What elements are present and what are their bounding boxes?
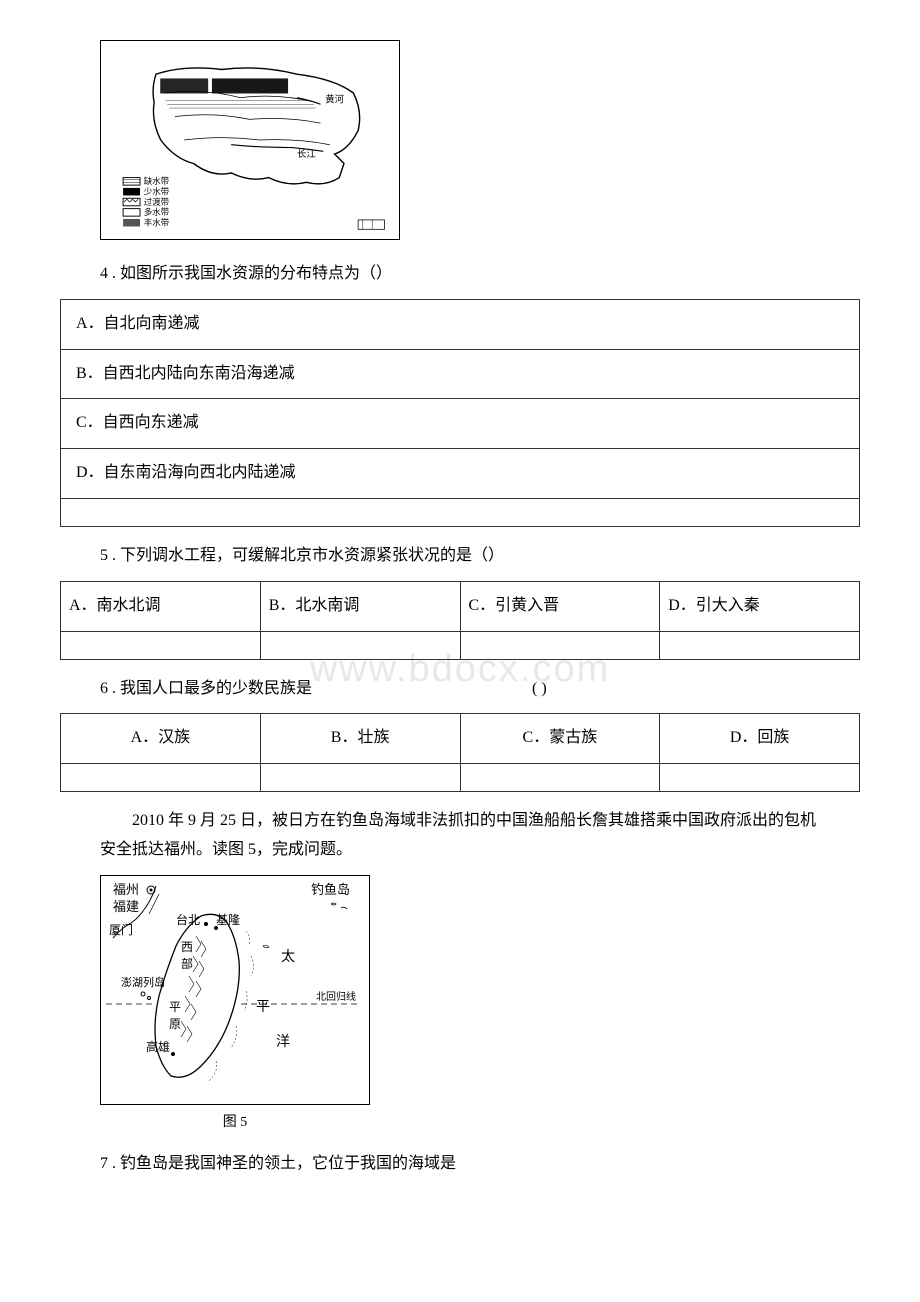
taiwan-map: 福州 福建 厦门 钓鱼岛 台北 基隆 西 部	[100, 875, 370, 1105]
map2-bu: 部	[181, 956, 193, 971]
map2-taibei: 台北	[176, 912, 200, 927]
legend-5: 丰水带	[144, 218, 170, 228]
q4-option-c: C．自西向东递减	[61, 399, 860, 449]
q5-blank-a	[61, 631, 261, 659]
map2-penghu: 澎湖列岛	[121, 975, 165, 989]
map2-caption: 图 5	[100, 1110, 370, 1135]
q5-option-d: D．引大入秦	[660, 581, 860, 631]
q5-option-b: B．北水南调	[260, 581, 460, 631]
question-6-text: 6 . 我国人口最多的少数民族是	[100, 680, 312, 697]
map2-xi: 西	[181, 940, 193, 954]
map2-tai: 太	[281, 949, 295, 965]
map2-fuzhou: 福州	[113, 882, 139, 897]
map2-jilong: 基隆	[216, 912, 240, 927]
map2-beihuiguixian: 北回归线	[316, 990, 356, 1003]
question-4-text: 4 . 如图所示我国水资源的分布特点为（）	[100, 260, 860, 289]
map2-yuan: 原	[169, 1017, 181, 1031]
q4-option-a: A．自北向南递减	[61, 299, 860, 349]
q6-option-c: C．蒙古族	[460, 714, 660, 764]
q4-blank-row	[61, 498, 860, 526]
question-5-text: 5 . 下列调水工程，可缓解北京市水资源紧张状况的是（）	[100, 542, 860, 571]
map1-huanghe-label: 黄河	[325, 93, 344, 105]
map2-fujian: 福建	[113, 899, 139, 914]
q5-blank-c	[460, 631, 660, 659]
q6-blank-d	[660, 764, 860, 792]
q6-option-b: B．壮族	[260, 714, 460, 764]
q5-options-table: A．南水北调 B．北水南调 C．引黄入晋 D．引大入秦	[60, 581, 860, 660]
question-6-bracket: ( )	[532, 680, 547, 697]
q6-option-d: D．回族	[660, 714, 860, 764]
q6-blank-a	[61, 764, 261, 792]
q6-blank-b	[260, 764, 460, 792]
q5-blank-d	[660, 631, 860, 659]
question-6-line: 6 . 我国人口最多的少数民族是 ( )	[100, 675, 860, 704]
q4-option-d: D．自东南沿海向西北内陆递减	[61, 449, 860, 499]
map2-yang: 洋	[276, 1034, 290, 1050]
question-7-text: 7 . 钓鱼岛是我国神圣的领土，它位于我国的海域是	[100, 1150, 860, 1179]
q6-options-table: A．汉族 B．壮族 C．蒙古族 D．回族	[60, 713, 860, 792]
map2-gaoxiong: 高雄	[146, 1039, 170, 1054]
map1-changjiang-label: 长江	[297, 148, 316, 160]
q6-option-a: A．汉族	[61, 714, 261, 764]
q5-option-c: C．引黄入晋	[460, 581, 660, 631]
map2-ping: 平	[169, 1000, 181, 1014]
map1-svg: 黄河 长江 缺水带 少水带 过渡带 多水带 丰水带	[106, 46, 394, 234]
legend-1: 缺水带	[144, 176, 170, 186]
q4-option-b: B．自西北内陆向东南沿海递减	[61, 349, 860, 399]
legend-3: 过渡带	[144, 197, 170, 207]
q6-blank-c	[460, 764, 660, 792]
q5-option-a: A．南水北调	[61, 581, 261, 631]
map2-svg: 福州 福建 厦门 钓鱼岛 台北 基隆 西 部	[101, 876, 371, 1106]
taiwan-map-container: 福州 福建 厦门 钓鱼岛 台北 基隆 西 部	[100, 875, 370, 1135]
legend-4: 多水带	[144, 207, 170, 217]
q5-blank-b	[260, 631, 460, 659]
document-content: 黄河 长江 缺水带 少水带 过渡带 多水带 丰水带 4 . 如图所示我国水资	[60, 40, 860, 1179]
context-paragraph: 2010 年 9 月 25 日，被日方在钓鱼岛海域非法抓扣的中国渔船船长詹其雄搭…	[100, 807, 820, 865]
china-water-map: 黄河 长江 缺水带 少水带 过渡带 多水带 丰水带	[100, 40, 400, 240]
legend-2: 少水带	[144, 187, 170, 197]
map2-diaoyudao: 钓鱼岛	[311, 882, 350, 897]
q4-options-table: A．自北向南递减 B．自西北内陆向东南沿海递减 C．自西向东递减 D．自东南沿海…	[60, 299, 860, 527]
map2-ping2: 平	[256, 1000, 270, 1015]
